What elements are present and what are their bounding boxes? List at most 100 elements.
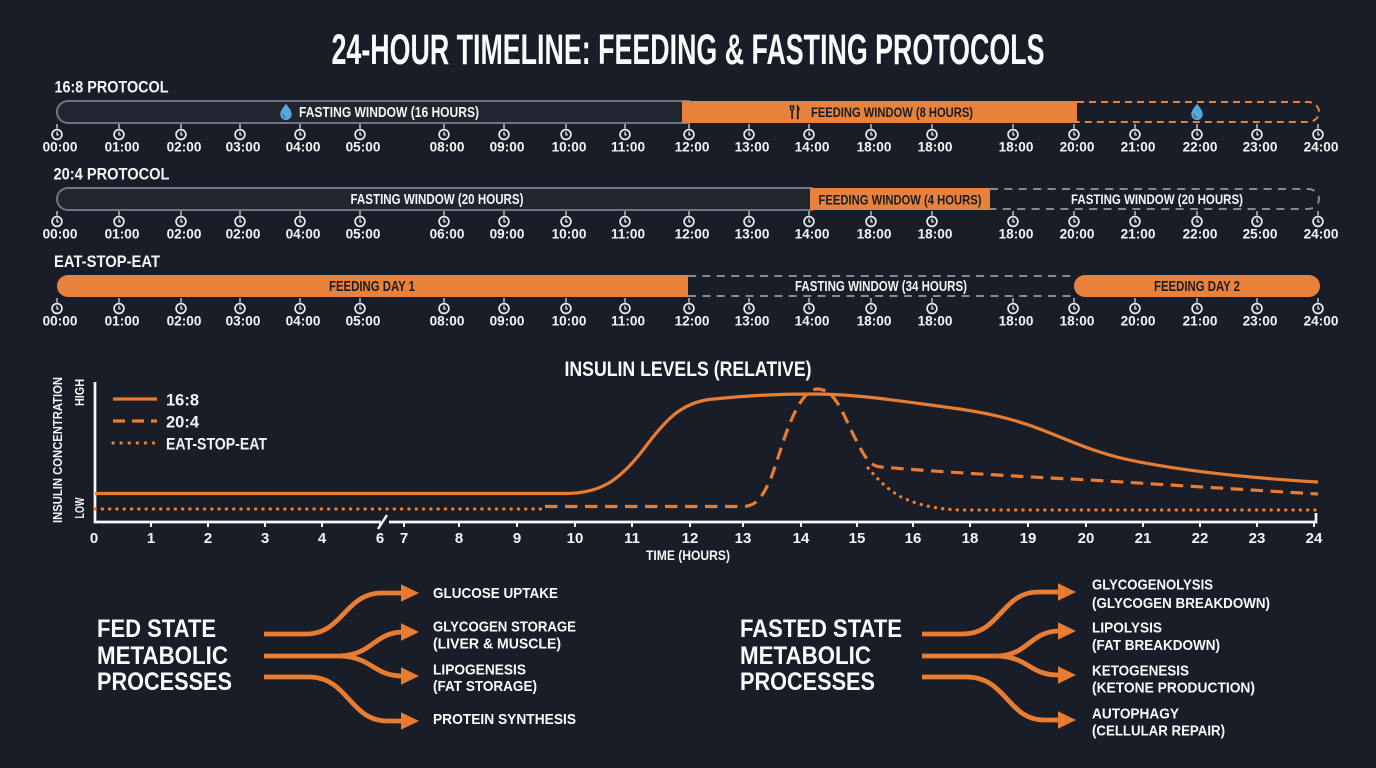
svg-text:(FAT BREAKDOWN): (FAT BREAKDOWN): [1092, 637, 1220, 654]
svg-text:4: 4: [318, 530, 327, 547]
svg-text:05:00: 05:00: [346, 140, 381, 155]
svg-text:02:00: 02:00: [167, 227, 202, 242]
svg-text:(CELLULAR REPAIR): (CELLULAR REPAIR): [1092, 723, 1225, 740]
svg-text:AUTOPHAGY: AUTOPHAGY: [1092, 706, 1179, 723]
svg-text:23:00: 23:00: [1243, 314, 1278, 329]
svg-text:12:00: 12:00: [675, 227, 710, 242]
svg-text:PROCESSES: PROCESSES: [97, 668, 232, 696]
svg-text:8: 8: [455, 530, 463, 547]
svg-text:FASTING WINDOW (20 HOURS): FASTING WINDOW (20 HOURS): [351, 192, 524, 208]
svg-text:09:00: 09:00: [490, 227, 525, 242]
svg-text:FASTING WINDOW (16 HOURS): FASTING WINDOW (16 HOURS): [299, 105, 479, 121]
svg-text:FEEDING DAY 1: FEEDING DAY 1: [329, 279, 415, 295]
svg-text:00:00: 00:00: [43, 314, 78, 329]
svg-text:20:00: 20:00: [1121, 314, 1156, 329]
svg-text:24-HOUR TIMELINE: FEEDING & FA: 24-HOUR TIMELINE: FEEDING & FASTING PROT…: [332, 27, 1045, 74]
svg-text:13:00: 13:00: [735, 227, 770, 242]
svg-text:14:00: 14:00: [795, 314, 830, 329]
svg-text:PROCESSES: PROCESSES: [740, 668, 875, 696]
svg-text:22:00: 22:00: [1183, 227, 1218, 242]
svg-text:18:00: 18:00: [999, 140, 1034, 155]
svg-text:01:00: 01:00: [105, 227, 140, 242]
svg-text:09:00: 09:00: [490, 140, 525, 155]
svg-text:18:00: 18:00: [999, 227, 1034, 242]
svg-text:25:00: 25:00: [1243, 227, 1278, 242]
svg-text:04:00: 04:00: [286, 227, 321, 242]
svg-text:18:00: 18:00: [918, 314, 953, 329]
svg-text:21:00: 21:00: [1121, 227, 1156, 242]
svg-text:02:00: 02:00: [226, 227, 261, 242]
svg-text:23: 23: [1249, 530, 1266, 547]
svg-text:(FAT STORAGE): (FAT STORAGE): [433, 678, 537, 695]
svg-text:11:00: 11:00: [611, 140, 645, 155]
svg-text:(GLYCOGEN BREAKDOWN): (GLYCOGEN BREAKDOWN): [1092, 595, 1270, 612]
svg-text:01:00: 01:00: [105, 314, 140, 329]
svg-text:03:00: 03:00: [226, 314, 261, 329]
svg-text:08:00: 08:00: [430, 314, 465, 329]
svg-text:KETOGENESIS: KETOGENESIS: [1092, 663, 1189, 680]
svg-text:METABOLIC: METABOLIC: [97, 642, 228, 670]
svg-text:14: 14: [793, 530, 810, 547]
svg-text:09:00: 09:00: [490, 314, 525, 329]
svg-text:24:00: 24:00: [1304, 314, 1339, 329]
svg-text:01:00: 01:00: [105, 140, 140, 155]
svg-text:GLYCOGEN STORAGE: GLYCOGEN STORAGE: [433, 619, 576, 636]
svg-text:02:00: 02:00: [167, 140, 202, 155]
svg-text:24:00: 24:00: [1304, 140, 1339, 155]
svg-text:00:00: 00:00: [43, 227, 78, 242]
svg-text:9: 9: [513, 530, 521, 547]
svg-text:06:00: 06:00: [430, 227, 465, 242]
svg-text:20:4: 20:4: [166, 414, 200, 432]
svg-text:EAT-STOP-EAT: EAT-STOP-EAT: [166, 436, 267, 454]
svg-text:05:00: 05:00: [346, 227, 381, 242]
svg-text:13: 13: [735, 530, 752, 547]
svg-text:16: 16: [905, 530, 922, 547]
svg-text:19: 19: [1020, 530, 1037, 547]
svg-text:15: 15: [849, 530, 866, 547]
svg-text:LIPOGENESIS: LIPOGENESIS: [433, 662, 526, 679]
svg-text:04:00: 04:00: [286, 140, 321, 155]
svg-text:11: 11: [624, 530, 640, 547]
svg-text:00:00: 00:00: [43, 140, 78, 155]
svg-text:18:00: 18:00: [1060, 314, 1095, 329]
svg-text:12:00: 12:00: [675, 140, 710, 155]
svg-text:18:00: 18:00: [918, 140, 953, 155]
svg-text:14:00: 14:00: [795, 227, 830, 242]
svg-text:18:00: 18:00: [918, 227, 953, 242]
svg-text:GLYCOGENOLYSIS: GLYCOGENOLYSIS: [1092, 577, 1213, 594]
svg-text:22:00: 22:00: [1183, 140, 1218, 155]
svg-text:(LIVER & MUSCLE): (LIVER & MUSCLE): [433, 636, 561, 653]
svg-text:20: 20: [1078, 530, 1095, 547]
svg-text:21:00: 21:00: [1121, 140, 1156, 155]
svg-text:12: 12: [682, 530, 699, 547]
svg-text:1: 1: [147, 530, 155, 547]
svg-text:10:00: 10:00: [552, 140, 587, 155]
svg-text:10: 10: [567, 530, 584, 547]
svg-text:FASTING WINDOW (20 HOURS): FASTING WINDOW (20 HOURS): [1071, 191, 1243, 207]
svg-text:TIME (HOURS): TIME (HOURS): [646, 547, 730, 563]
svg-text:11:00: 11:00: [611, 227, 645, 242]
svg-text:18:00: 18:00: [857, 227, 892, 242]
svg-text:INSULIN CONCENTRATION: INSULIN CONCENTRATION: [50, 377, 65, 523]
svg-text:14:00: 14:00: [795, 140, 830, 155]
svg-text:7: 7: [400, 530, 408, 547]
svg-text:20:00: 20:00: [1060, 227, 1095, 242]
svg-text:24: 24: [1306, 530, 1323, 547]
svg-text:18:00: 18:00: [857, 314, 892, 329]
svg-text:04:00: 04:00: [286, 314, 321, 329]
svg-text:23:00: 23:00: [1243, 140, 1278, 155]
svg-text:FEEDING WINDOW (4 HOURS): FEEDING WINDOW (4 HOURS): [819, 193, 982, 208]
svg-text:10:00: 10:00: [552, 314, 587, 329]
svg-text:02:00: 02:00: [167, 314, 202, 329]
svg-text:PROTEIN SYNTHESIS: PROTEIN SYNTHESIS: [433, 711, 576, 728]
svg-text:08:00: 08:00: [430, 140, 465, 155]
svg-text:21:00: 21:00: [1183, 314, 1218, 329]
svg-text:FEEDING DAY 2: FEEDING DAY 2: [1154, 279, 1240, 295]
svg-text:GLUCOSE UPTAKE: GLUCOSE UPTAKE: [433, 585, 558, 602]
svg-text:16:8: 16:8: [166, 392, 199, 410]
svg-text:18: 18: [962, 530, 979, 547]
svg-text:24:00: 24:00: [1304, 227, 1339, 242]
svg-text:3: 3: [261, 530, 269, 547]
svg-text:21: 21: [1135, 530, 1152, 547]
svg-text:2: 2: [204, 530, 212, 547]
